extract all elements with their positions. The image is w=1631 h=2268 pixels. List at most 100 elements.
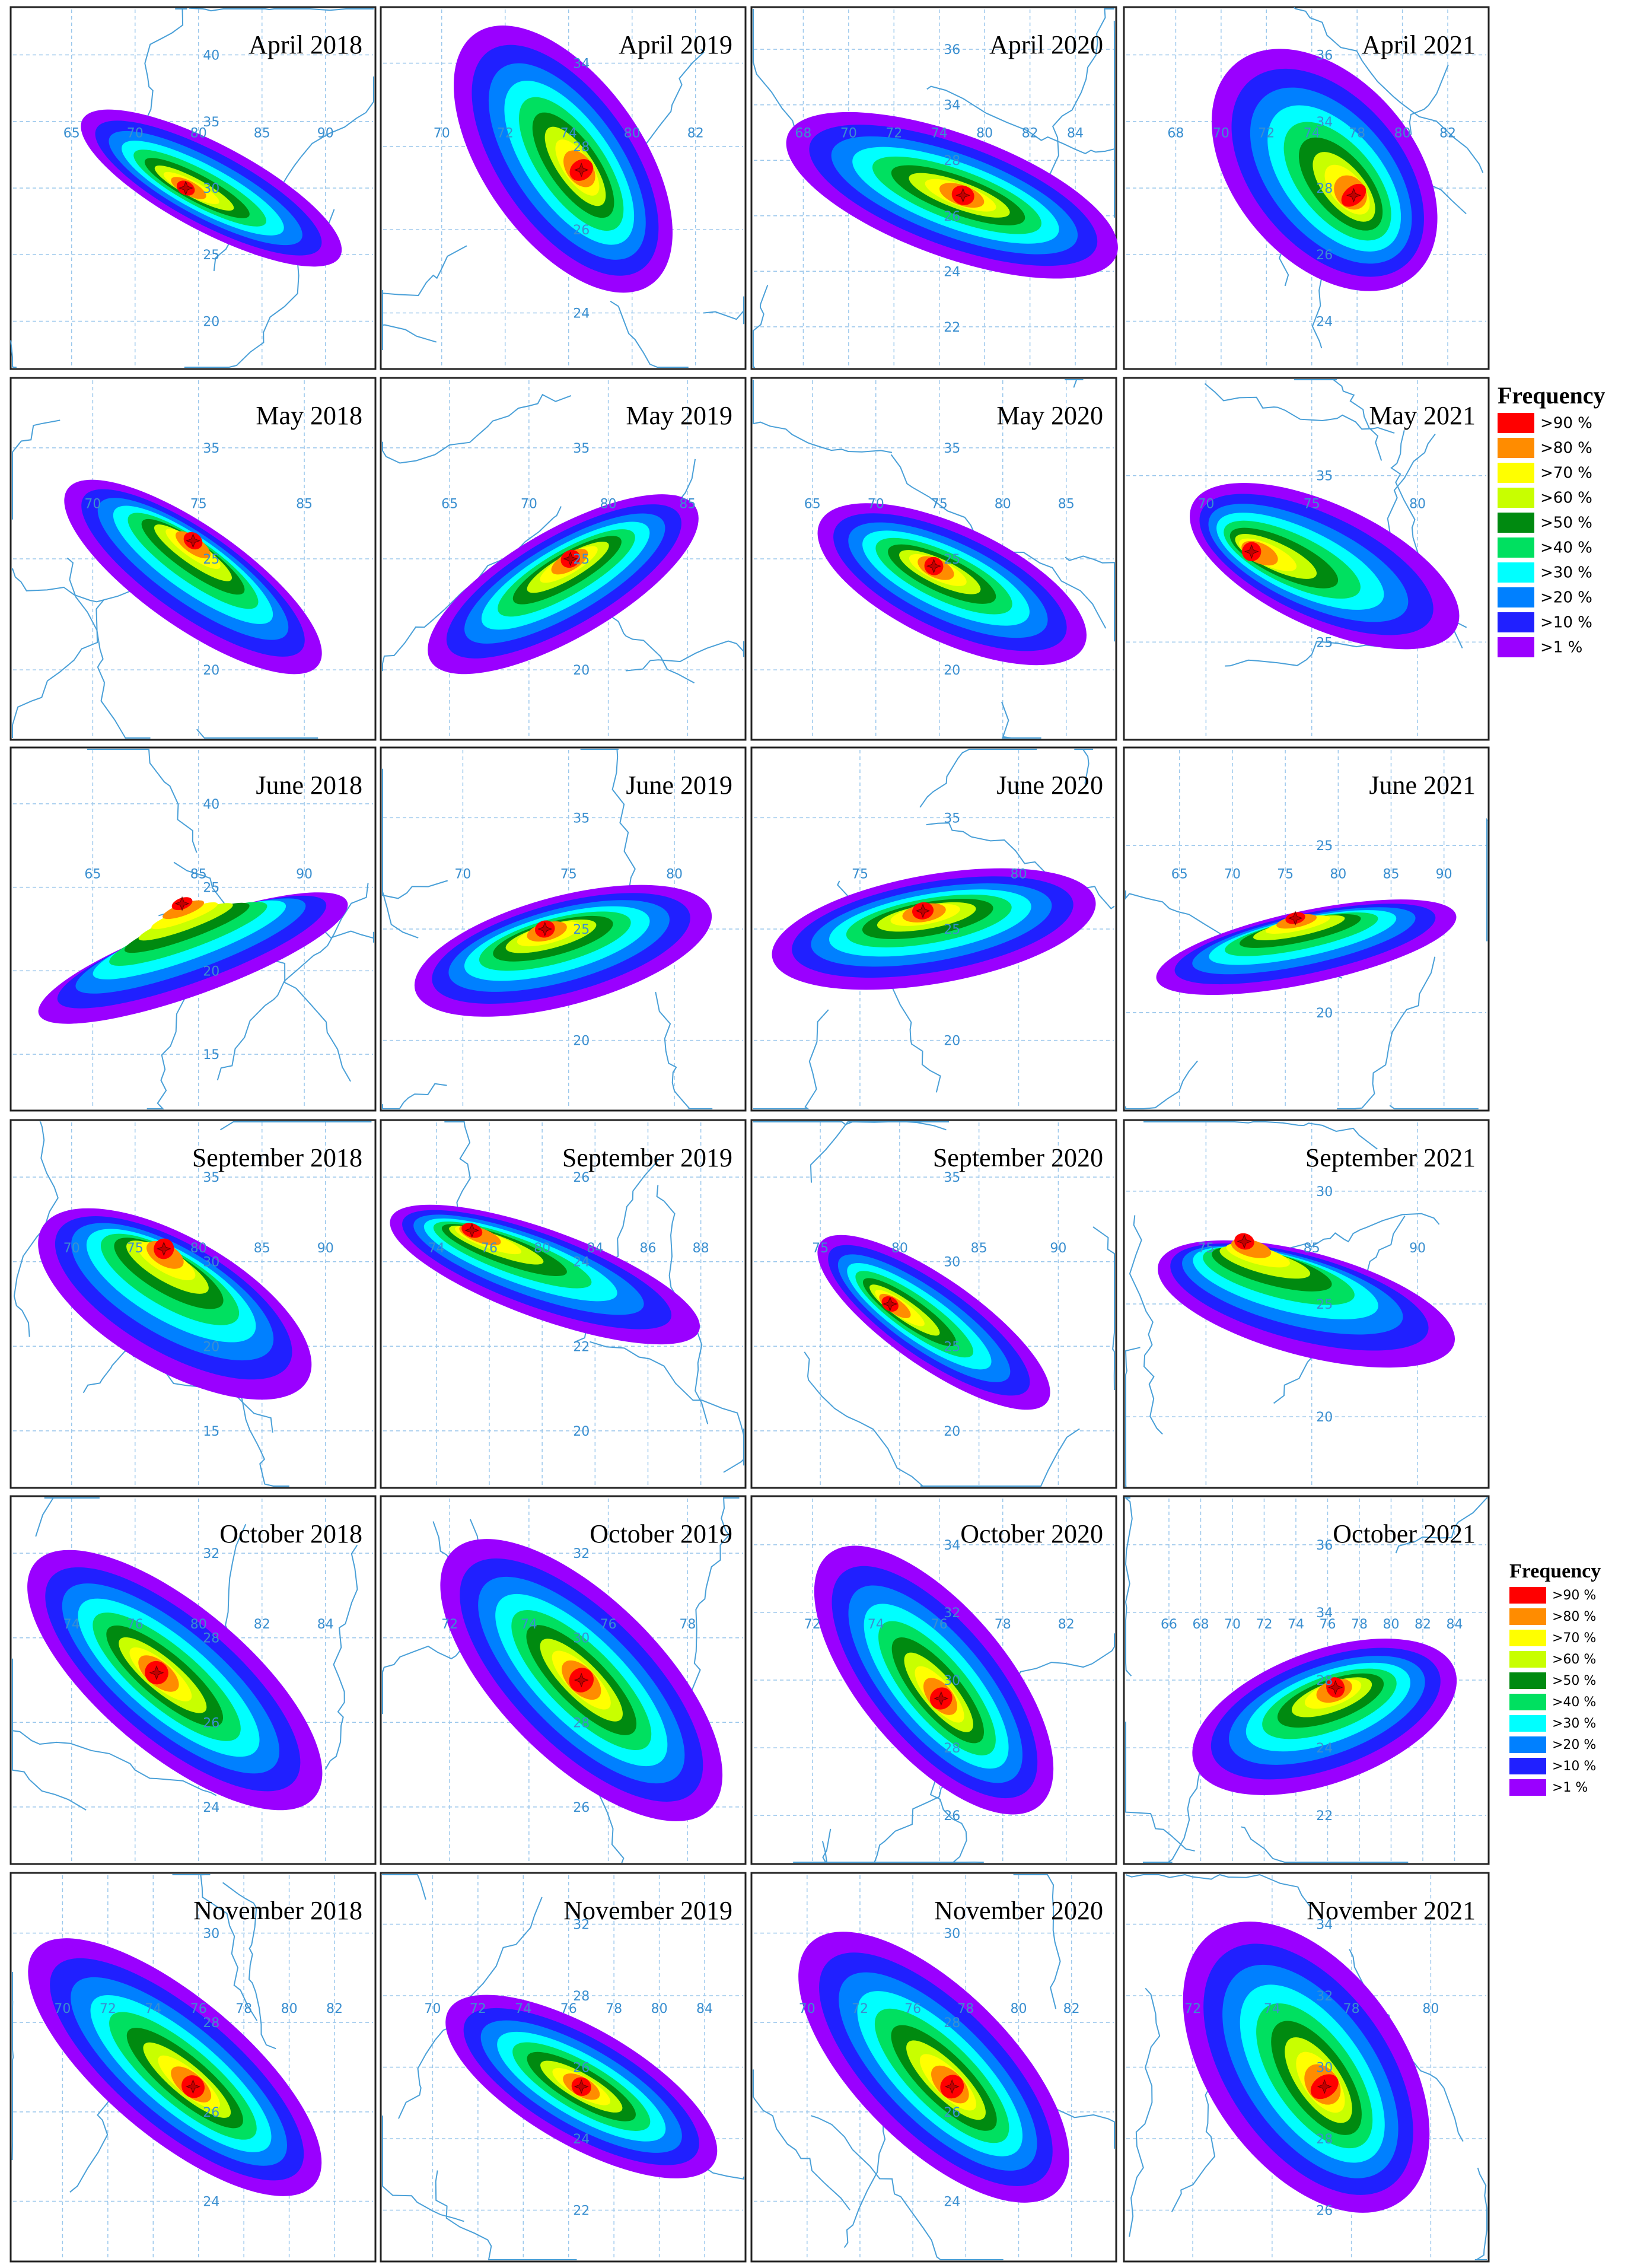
legend-swatch [1498,537,1534,558]
map-boundary [382,768,419,939]
lon-label: 75 [1277,867,1294,882]
panel-title: May 2019 [626,401,732,430]
source-star [915,903,931,918]
map-boundary [1013,1874,1061,2009]
legend-swatch [1509,1758,1546,1774]
map-boundary [66,557,151,739]
source-star [1328,1679,1343,1695]
lon-label: 74 [521,1617,537,1632]
map-boundary [382,877,448,899]
lat-label: 30 [573,1631,590,1646]
lat-label: 28 [573,140,590,155]
map-boundary [382,313,437,343]
lat-label: 25 [944,923,960,937]
map-panel: 70 75 85 35 25 20 May 2018 [9,377,377,741]
lon-label: 90 [1436,867,1452,882]
lat-label: 32 [573,1547,590,1561]
lon-label: 80 [1010,2002,1027,2016]
map-panel: 70 72 76 78 80 82 30 28 26 24 November 2020 [750,1872,1117,2263]
lon-label: 85 [190,867,207,882]
lat-label: 32 [1316,1989,1333,2004]
legend-label: >1 % [1540,639,1582,657]
lat-label: 20 [1316,1006,1333,1021]
map-panel: 75 85 90 30 25 20 September 2021 [1123,1119,1490,1489]
map-panel: 72 74 76 78 82 34 32 30 28 26 October 2020 [750,1495,1117,1865]
lat-label: 20 [203,663,219,678]
lat-label: 20 [573,1424,590,1439]
lat-label: 36 [1316,1538,1333,1553]
lon-label: 74 [560,126,577,141]
lat-label: 30 [1316,1185,1333,1200]
lat-label: 25 [1316,635,1333,650]
lon-label: 75 [560,867,577,882]
legend-swatch [1498,463,1534,483]
panel-title: October 2021 [1333,1519,1476,1548]
source-star [1237,1234,1252,1249]
lon-label: 85 [1304,1241,1320,1256]
lon-label: 86 [639,1241,656,1256]
map-boundary [625,640,744,672]
lat-label: 25 [573,923,590,937]
source-star [934,1691,949,1706]
map-boundary [324,1544,358,1770]
source-star [574,163,589,177]
lon-label: 74 [868,1617,884,1632]
lat-label: 25 [944,552,960,567]
lon-label: 70 [1224,1617,1241,1632]
lon-label: 82 [1022,126,1039,141]
map-boundary [219,1121,372,1131]
map-panel: 65 70 75 80 85 90 25 20 June 2021 [1123,746,1490,1112]
lat-label: 20 [203,314,219,329]
lat-label: 25 [203,881,219,896]
lat-label: 28 [573,1989,590,2004]
lat-label: 32 [944,1606,960,1621]
map-boundary [1337,956,1436,1109]
lon-label: 80 [1010,867,1027,882]
map-panel: 74 76 80 82 84 32 28 26 24 October 2018 [9,1495,377,1865]
lat-label: 35 [203,1170,219,1185]
source-star [574,1672,589,1688]
lon-label: 74 [145,2002,161,2016]
lat-label: 30 [203,1255,219,1270]
lon-label: 76 [904,2002,921,2016]
map-boundary [580,749,636,903]
source-star [1244,544,1259,559]
legend-label: >40 % [1540,539,1592,557]
map-boundary [435,2170,577,2260]
panel-title: May 2020 [996,401,1103,430]
lat-label: 30 [944,1255,960,1270]
lat-label: 34 [573,57,590,72]
lat-label: 25 [203,552,219,567]
panel-title: September 2018 [192,1143,362,1172]
map-panel: 70 75 80 35 25 May 2021 [1123,377,1490,741]
lon-label: 74 [931,126,948,141]
lon-label: 72 [804,1617,821,1632]
map-boundary [382,1645,464,1714]
lat-label: 28 [944,154,960,168]
map-panel: 70 72 74 80 82 34 28 26 24 April 2019 [380,6,747,370]
legend-swatch [1509,1672,1546,1689]
lon-label: 72 [885,126,902,141]
lat-label: 32 [203,1547,219,1561]
lat-label: 30 [1316,2061,1333,2076]
lat-label: 26 [944,209,960,224]
legend-label: >80 % [1540,440,1592,457]
source-star [178,180,193,196]
lon-label: 72 [470,2002,486,2016]
panel-title: October 2018 [219,1519,362,1548]
map-boundary [222,1882,276,2050]
lon-label: 74 [1288,1617,1304,1632]
lon-label: 76 [190,2002,207,2016]
panel-title: September 2019 [562,1143,732,1172]
lon-label: 70 [63,1241,80,1256]
lon-label: 82 [1058,1617,1075,1632]
lon-label: 78 [235,2002,252,2016]
map-boundary [12,1658,87,1811]
lon-label: 70 [1197,497,1214,512]
map-boundary [590,1341,744,1465]
lon-label: 80 [1409,497,1426,512]
legend-label: >10 % [1540,614,1592,632]
legend-swatch [1509,1694,1546,1710]
source-star [156,1241,171,1257]
lon-label: 80 [190,1241,207,1256]
